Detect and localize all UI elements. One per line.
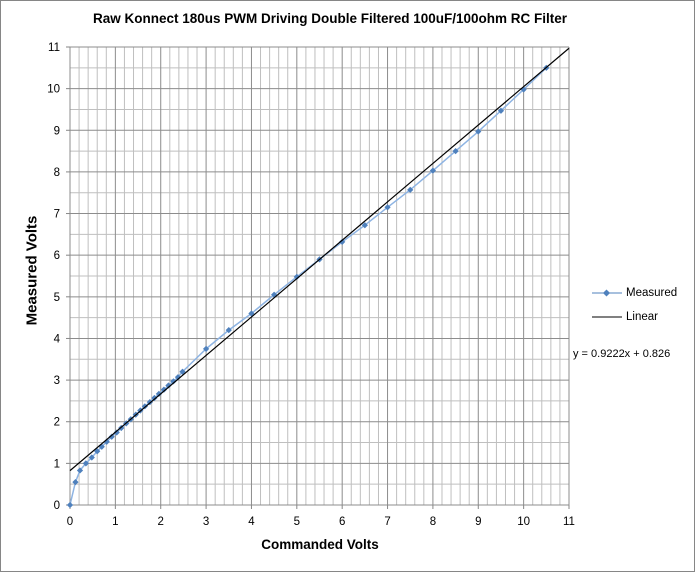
x-tick-label: 8 [430, 516, 436, 528]
y-tick-label: 11 [48, 42, 60, 54]
legend-item-measured: Measured [592, 281, 677, 305]
x-tick-label: 11 [563, 516, 575, 528]
legend-label: Measured [626, 287, 678, 299]
data-point [66, 501, 74, 509]
data-point [361, 222, 368, 229]
y-tick-label: 1 [54, 458, 60, 470]
legend: Measured Linear [592, 281, 677, 329]
x-tick-label: 0 [67, 516, 73, 528]
y-tick-label: 6 [54, 250, 60, 262]
x-tick-label: 7 [384, 516, 390, 528]
y-tick-label: 8 [54, 167, 60, 179]
y-tick-label: 7 [54, 209, 60, 221]
x-tick-label: 10 [517, 516, 530, 528]
linear-line-icon [592, 310, 622, 324]
legend-item-linear: Linear [592, 305, 677, 329]
measured-line-marker-icon [592, 286, 622, 300]
x-tick-label: 2 [158, 516, 164, 528]
x-tick-label: 9 [475, 516, 481, 528]
linear-trendline [69, 47, 570, 472]
y-tick-label: 4 [54, 333, 61, 345]
y-tick-label: 2 [54, 417, 60, 429]
y-tick-label: 10 [47, 84, 60, 96]
x-tick-label: 6 [339, 516, 345, 528]
y-tick-label: 5 [54, 292, 60, 304]
trendline-equation: y = 0.9222x + 0.826 [573, 348, 671, 360]
x-tick-label: 4 [248, 516, 255, 528]
legend-label: Linear [626, 311, 658, 323]
y-tick-label: 3 [54, 375, 60, 387]
y-tick-label: 0 [54, 500, 60, 512]
data-point [293, 273, 300, 280]
measured-line [69, 67, 547, 506]
y-tick-label: 9 [54, 125, 60, 137]
x-axis-label: Commanded Volts [261, 537, 379, 552]
x-tick-label: 5 [294, 516, 300, 528]
chart-title: Raw Konnect 180us PWM Driving Double Fil… [92, 11, 568, 26]
x-tick-label: 3 [203, 516, 209, 528]
x-tick-label: 1 [112, 516, 118, 528]
